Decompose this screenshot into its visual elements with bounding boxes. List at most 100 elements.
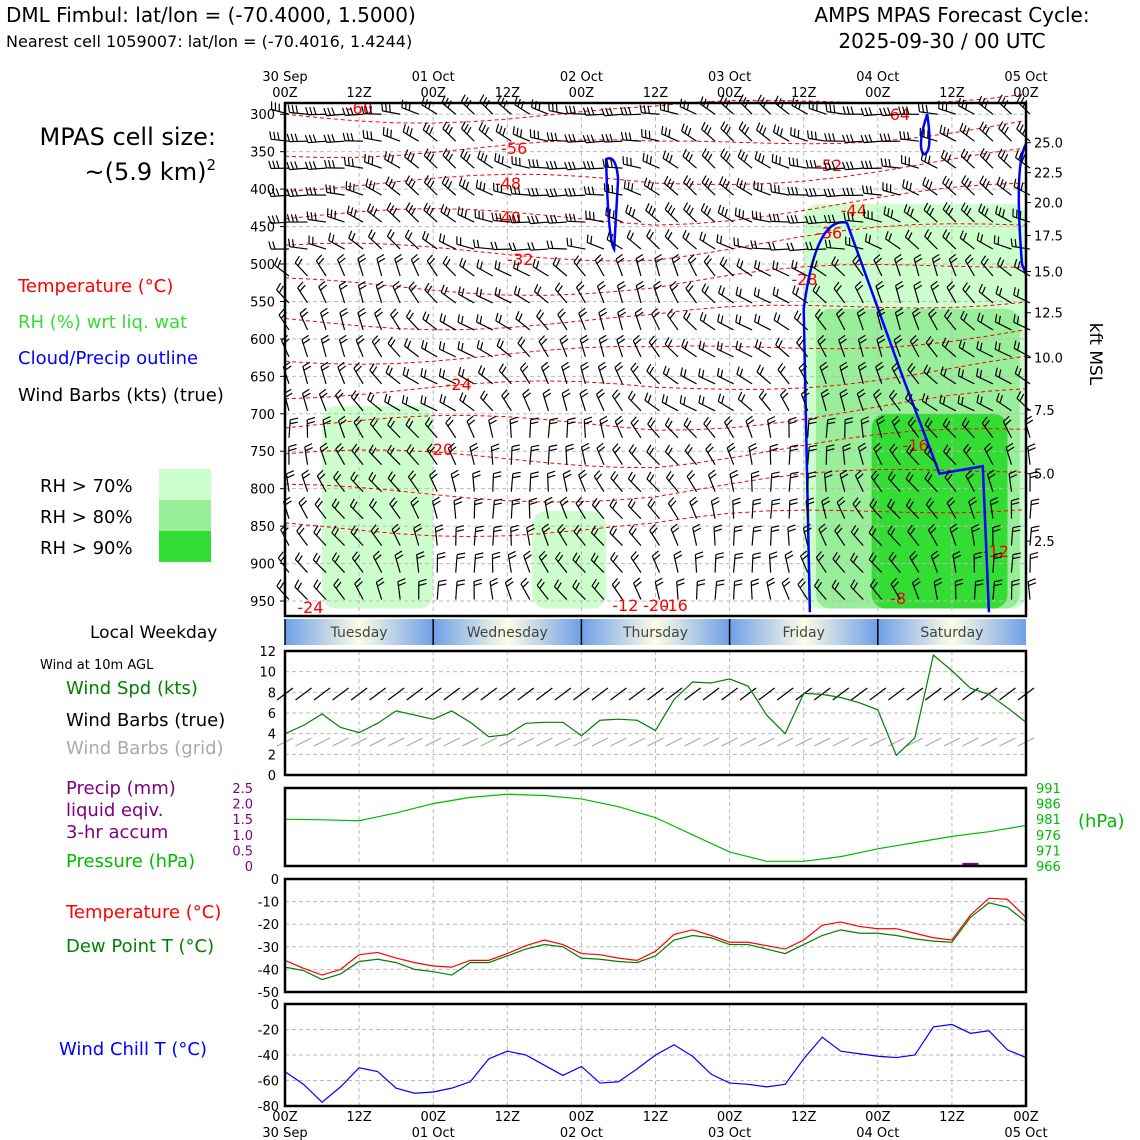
- wind-barb-feather: [883, 133, 887, 142]
- wind-barb-feather: [661, 394, 665, 403]
- wind-barb: [857, 366, 864, 384]
- wind-barb: [960, 317, 975, 331]
- wind-barb: [475, 216, 493, 223]
- wind-barb-grid: [925, 737, 942, 747]
- wind-barb-feather: [318, 257, 325, 265]
- wind-barb-feather: [654, 577, 663, 583]
- wind-barb-feather: [907, 131, 910, 141]
- wind-barb-feather: [875, 361, 883, 368]
- wind-barb-feather: [598, 334, 607, 341]
- wind-barb-feather: [493, 525, 502, 529]
- wind-barb-feather: [1004, 419, 1012, 426]
- wind-barb: [526, 527, 531, 546]
- wind-barb-feather: [736, 258, 741, 267]
- wind-barb-feather: [583, 186, 587, 195]
- wind-barb-feather: [823, 214, 828, 223]
- wind-barb: [876, 420, 883, 438]
- wind-barb: [939, 402, 957, 412]
- isotherm-label: -12: [612, 596, 638, 615]
- wind-barb: [719, 101, 734, 115]
- wind-barb-feather: [873, 388, 880, 396]
- wind-barb-feather: [476, 239, 480, 248]
- wind-barb: [442, 262, 457, 277]
- wind-barb-grid: [424, 737, 442, 747]
- wind-barb: [895, 285, 901, 304]
- wind-barb-feather: [457, 552, 466, 556]
- wind-barb: [961, 181, 975, 196]
- wind-barb: [348, 237, 364, 250]
- wind-barb-feather: [864, 134, 869, 143]
- wind-barb-feather: [612, 210, 615, 219]
- wind-barb-feather: [386, 202, 392, 210]
- wind-barb-feather: [586, 234, 589, 243]
- wind-barb-feather: [812, 283, 818, 291]
- wind-barb-feather: [496, 338, 501, 346]
- wind-barb: [338, 339, 346, 358]
- wind-barb: [733, 581, 736, 600]
- rh-swatch-70: [159, 469, 211, 500]
- wind-barb: [751, 500, 754, 519]
- wind-barb: [534, 291, 549, 304]
- wind-barb: [903, 211, 920, 223]
- wind-barb-feather: [389, 231, 395, 240]
- wind-barb-feather: [756, 122, 761, 131]
- wind-barb-feather: [652, 311, 660, 318]
- wind-barb: [996, 400, 1012, 412]
- wind-barb: [579, 339, 586, 358]
- wind-barb: [654, 581, 661, 600]
- wind-barb-feather: [562, 392, 571, 398]
- wind-barb-feather: [741, 124, 747, 132]
- wind-barb-feather: [277, 551, 284, 559]
- wind-barb: [787, 527, 790, 546]
- wind-barb-feather: [787, 524, 796, 529]
- wind-barb: [888, 396, 901, 412]
- wind-barb-feather: [370, 524, 377, 532]
- wind-barb: [781, 582, 790, 600]
- wind-barb-feather: [517, 287, 521, 296]
- wind-barb: [810, 265, 827, 277]
- wind-barb-feather: [913, 254, 922, 260]
- wind-barb: [337, 420, 346, 438]
- wind-barb-feather: [468, 419, 476, 426]
- wind-barb-feather: [817, 335, 825, 342]
- wind-barb-feather: [586, 107, 591, 116]
- wind-barb: [333, 477, 346, 493]
- wind-barb-feather: [768, 242, 772, 251]
- wind-barb: [423, 155, 438, 169]
- wind-barb: [635, 258, 642, 277]
- isotherm-line: [284, 263, 1027, 296]
- wind-barb-feather: [920, 152, 924, 161]
- wind-barb-feather: [554, 132, 558, 141]
- precip-label-3: 3-hr accum: [66, 822, 168, 843]
- wind-barb-feather: [842, 106, 846, 115]
- wind-barb-feather: [873, 254, 881, 261]
- wind-barb-feather: [776, 126, 780, 135]
- wind-barb-feather: [590, 134, 595, 143]
- wind-barb-feather: [1016, 391, 1022, 399]
- wind-barb-feather: [761, 393, 767, 401]
- wind-barb: [670, 528, 679, 546]
- wind-barb-feather: [1008, 470, 1017, 475]
- wind-barb: [566, 419, 569, 438]
- wind-barb-feather: [907, 393, 913, 402]
- wind-barb-feather: [869, 186, 873, 195]
- wind-barb: [493, 248, 512, 251]
- wind-barb: [416, 554, 420, 573]
- wind-barb-feather: [552, 256, 558, 265]
- wind-barb-feather: [439, 394, 443, 403]
- wind-barb: [473, 527, 477, 546]
- wind-barb-10m: [406, 687, 424, 701]
- wind-barb-10m: [850, 687, 868, 701]
- wind-barb: [887, 505, 901, 520]
- wind-barb-feather: [926, 231, 932, 240]
- wind-barb-feather: [510, 420, 519, 425]
- wind-barb-feather: [555, 104, 558, 113]
- wind-barb-feather: [758, 341, 762, 350]
- wind-barb: [494, 160, 512, 169]
- wind-barb-feather: [876, 365, 884, 372]
- wind-barb: [513, 267, 531, 277]
- wind-barb: [553, 586, 568, 600]
- wind-barb: [609, 505, 623, 520]
- wind-barb-feather: [442, 255, 448, 264]
- wind-barb-feather: [382, 126, 385, 135]
